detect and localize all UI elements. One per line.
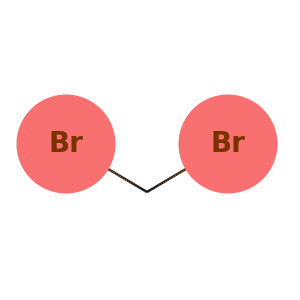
Text: Br: Br (211, 130, 245, 158)
Circle shape (178, 94, 278, 194)
Circle shape (16, 94, 116, 194)
Text: Br: Br (49, 130, 83, 158)
